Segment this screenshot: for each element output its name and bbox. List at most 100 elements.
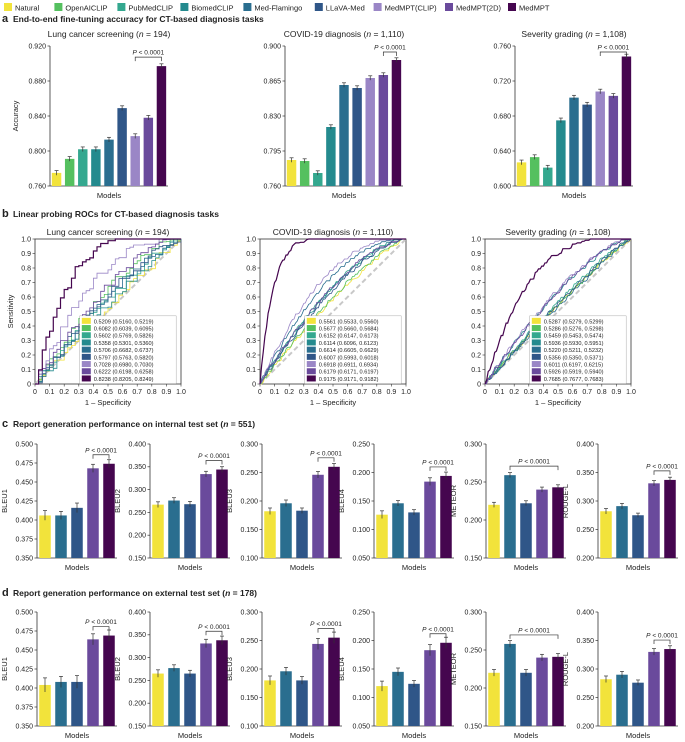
bar <box>71 681 83 726</box>
x-axis-label: Models <box>626 563 650 572</box>
y-tick-label: 0.400 <box>128 609 146 616</box>
bar-chart-a3: 0.600 0.640 0.680 0.720 0.760 P < 0.0001 Model… <box>493 29 633 200</box>
roc-curve <box>259 238 406 385</box>
roc-curve <box>35 239 182 385</box>
significance-bracket <box>429 466 447 471</box>
legend-item: Natural <box>4 3 40 13</box>
bar <box>516 162 527 186</box>
legend-swatch <box>243 3 252 11</box>
auc-legend-label: 0.7685 (0.7677, 0.7683) <box>544 377 604 383</box>
roc-curve <box>260 238 406 385</box>
x-axis-label: Models <box>97 191 121 200</box>
significance-label: P < 0.0001 <box>85 619 117 626</box>
bar <box>440 475 452 558</box>
bar <box>392 503 404 558</box>
roc-curve <box>484 238 632 385</box>
auc-legend-label: 0.5287 (0.5279, 0.5299) <box>544 319 604 325</box>
roc-chart-b3: 00 0.1 0.1 0.2 0.2 0.3 0.3 0.4 0.4 0.5 0.5 0.6 0.6 0.… <box>471 227 636 407</box>
x-tick-label: 0.2 <box>59 389 69 396</box>
auc-legend-swatch <box>306 332 316 339</box>
auc-legend-label: 0.5209 (0.5160, 0.5219) <box>94 319 154 325</box>
y-axis-label: BLEU2 <box>113 657 122 681</box>
bar <box>376 514 388 558</box>
bar-chart-c3: 0.100 0.150 0.200 0.250 0.300 P < 0.0001 Model… <box>225 441 342 572</box>
x-tick-label: 0.5 <box>328 389 338 396</box>
bar <box>168 668 180 726</box>
y-tick-label: 0.795 <box>263 148 281 155</box>
auc-legend-label: 0.5459 (0.5453, 0.5474) <box>544 334 604 340</box>
auc-legend-label: 0.5936 (0.5930, 0.5951) <box>544 341 604 347</box>
y-tick-label: 0.250 <box>352 441 370 448</box>
y-tick-label: 0.200 <box>464 685 482 692</box>
legend-label: LLaVA-Med <box>326 4 365 13</box>
chart-title: Severity grading (n = 1,108) <box>505 227 610 237</box>
bar <box>582 104 592 186</box>
x-axis-label: Models <box>65 731 89 740</box>
bar <box>621 56 632 186</box>
y-tick-label: 0.100 <box>240 555 258 562</box>
y-tick-label: 0.450 <box>15 479 33 486</box>
y-tick-label: 0.760 <box>28 183 46 190</box>
chart-title: COVID-19 diagnosis (n = 1,110) <box>284 29 405 39</box>
y-tick-label: 0.830 <box>263 113 281 120</box>
section-header-a: a End-to-end fine-tuning accuracy for CT-… <box>2 13 264 25</box>
bar <box>328 637 340 726</box>
roc-curve <box>259 238 406 385</box>
bar <box>216 469 228 558</box>
bar <box>552 656 564 726</box>
bar-chart-d4: 0.050 0.100 0.150 0.200 0.250 P < 0.0001 Model… <box>337 609 454 740</box>
legend-swatch <box>54 3 63 11</box>
y-axis-label: BLEU1 <box>0 489 9 513</box>
bar-chart-d2: 0.150 0.200 0.250 0.300 0.350 0.400 P < 0.0001… <box>113 609 230 740</box>
bar <box>608 95 619 186</box>
y-tick-label: 0.3 <box>471 338 481 345</box>
x-tick-label: 0.3 <box>74 389 84 396</box>
y-tick-label: 0.375 <box>15 704 33 711</box>
significance-bracket <box>509 634 559 639</box>
y-tick-label: 0.050 <box>352 723 370 730</box>
bar <box>648 483 660 558</box>
legend-swatch <box>445 3 453 11</box>
y-tick-label: 0.760 <box>263 183 281 190</box>
roc-chart-b2: 00 0.1 0.1 0.2 0.2 0.3 0.3 0.4 0.4 0.5 0.5 0.6 0.6 0.… <box>246 227 411 407</box>
auc-legend-label: 0.6222 (0.6198, 0.6258) <box>94 370 154 376</box>
auc-legend-swatch <box>306 368 316 375</box>
chart-title: Lung cancer screening (n = 194) <box>47 227 170 237</box>
bar <box>664 649 676 726</box>
bar <box>328 466 340 558</box>
chance-line <box>259 238 407 385</box>
x-axis-label: Models <box>65 563 89 572</box>
auc-legend-label: 0.5926 (0.5919, 0.5940) <box>544 370 604 376</box>
x-tick-label: 0.2 <box>509 389 519 396</box>
panel-letter: b <box>2 208 9 220</box>
bar <box>312 643 324 726</box>
x-tick-label: 0.8 <box>372 389 382 396</box>
y-tick-label: 0.1 <box>246 367 256 374</box>
bar <box>130 136 140 186</box>
auc-legend-label: 0.6007 (0.5993, 0.6018) <box>319 355 379 361</box>
panel-letter: c <box>2 418 8 430</box>
bar <box>616 506 628 558</box>
y-tick-label: 0.300 <box>464 441 482 448</box>
bar <box>408 512 420 558</box>
x-axis-label: Models <box>514 731 538 740</box>
y-tick-label: 1.0 <box>246 236 256 243</box>
bar <box>552 487 564 558</box>
x-tick-label: 0.2 <box>284 389 294 396</box>
x-axis-label: Models <box>402 563 426 572</box>
y-tick-label: 0.425 <box>15 498 33 505</box>
legend-label: Natural <box>15 4 40 13</box>
bar <box>264 680 276 726</box>
y-tick-label: 0.375 <box>15 536 33 543</box>
x-tick-label: 0.3 <box>299 389 309 396</box>
bar <box>286 160 297 186</box>
legend: Natural OpenAICLIP PubMedCLIP BiomedCLIP Med… <box>4 3 550 13</box>
y-tick-label: 0.475 <box>15 628 33 635</box>
x-axis-label: 1 – Specificity <box>310 398 357 407</box>
significance-label: P < 0.0001 <box>374 45 406 52</box>
auc-legend-label: 0.6152 (0.6147, 0.6173) <box>319 334 379 340</box>
y-tick-label: 0.2 <box>471 352 481 359</box>
x-tick-label: 0.5 <box>553 389 563 396</box>
auc-legend-swatch <box>531 332 541 339</box>
y-tick-label: 0.100 <box>240 723 258 730</box>
